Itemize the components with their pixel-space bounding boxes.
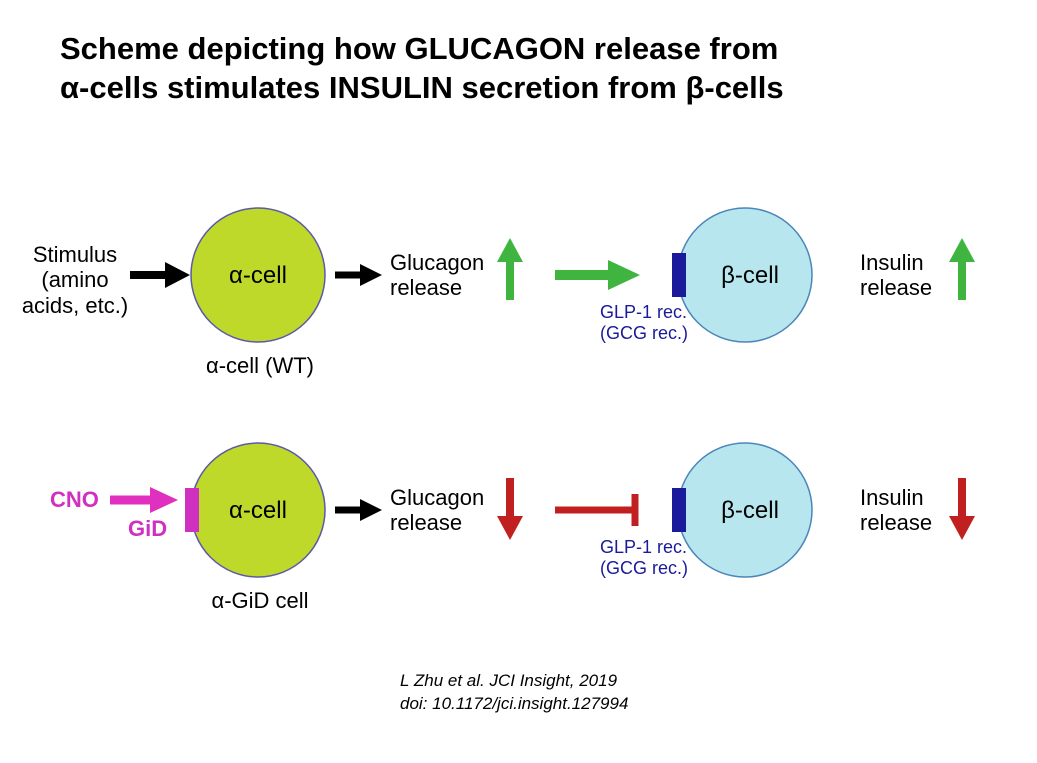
down-arrow-insulin-row2: [949, 478, 975, 540]
receptor-label-row2: GLP-1 rec. (GCG rec.): [600, 537, 700, 578]
gid-receptor: [185, 488, 199, 532]
alpha-cell-sublabel-row1: α-cell (WT): [195, 353, 325, 379]
citation: L Zhu et al. JCI Insight, 2019 doi: 10.1…: [400, 670, 628, 716]
up-arrow-glucagon-row1: [497, 238, 523, 300]
up-arrow-insulin-row1: [949, 238, 975, 300]
gid-label: GiD: [128, 516, 167, 542]
glp1-receptor-row2: [672, 488, 686, 532]
beta-cell-label-row1: β-cell: [710, 262, 790, 290]
alpha-cell-label-row2: α-cell: [218, 497, 298, 525]
arrow-alpha-to-glucagon-row1: [335, 264, 382, 286]
arrow-alpha-to-glucagon-row2: [335, 499, 382, 521]
receptor-label-row1: GLP-1 rec. (GCG rec.): [600, 302, 700, 343]
stimulus-label: Stimulus (amino acids, etc.): [10, 242, 140, 318]
inhibition-glucagon-to-beta-row2: [555, 494, 635, 526]
glp1-receptor-row1: [672, 253, 686, 297]
down-arrow-glucagon-row2: [497, 478, 523, 540]
diagram-canvas: [0, 0, 1037, 763]
citation-line-1: L Zhu et al. JCI Insight, 2019: [400, 671, 617, 690]
arrow-glucagon-to-beta-row1: [555, 260, 640, 290]
beta-cell-label-row2: β-cell: [710, 497, 790, 525]
citation-line-2: doi: 10.1172/jci.insight.127994: [400, 694, 628, 713]
insulin-label-row1: Insulin release: [860, 250, 950, 301]
glucagon-label-row2: Glucagon release: [390, 485, 500, 536]
arrow-cno-to-alpha: [110, 487, 178, 513]
alpha-cell-sublabel-row2: α-GiD cell: [195, 588, 325, 614]
glucagon-label-row1: Glucagon release: [390, 250, 500, 301]
alpha-cell-label-row1: α-cell: [218, 262, 298, 290]
cno-label: CNO: [50, 487, 99, 513]
insulin-label-row2: Insulin release: [860, 485, 950, 536]
